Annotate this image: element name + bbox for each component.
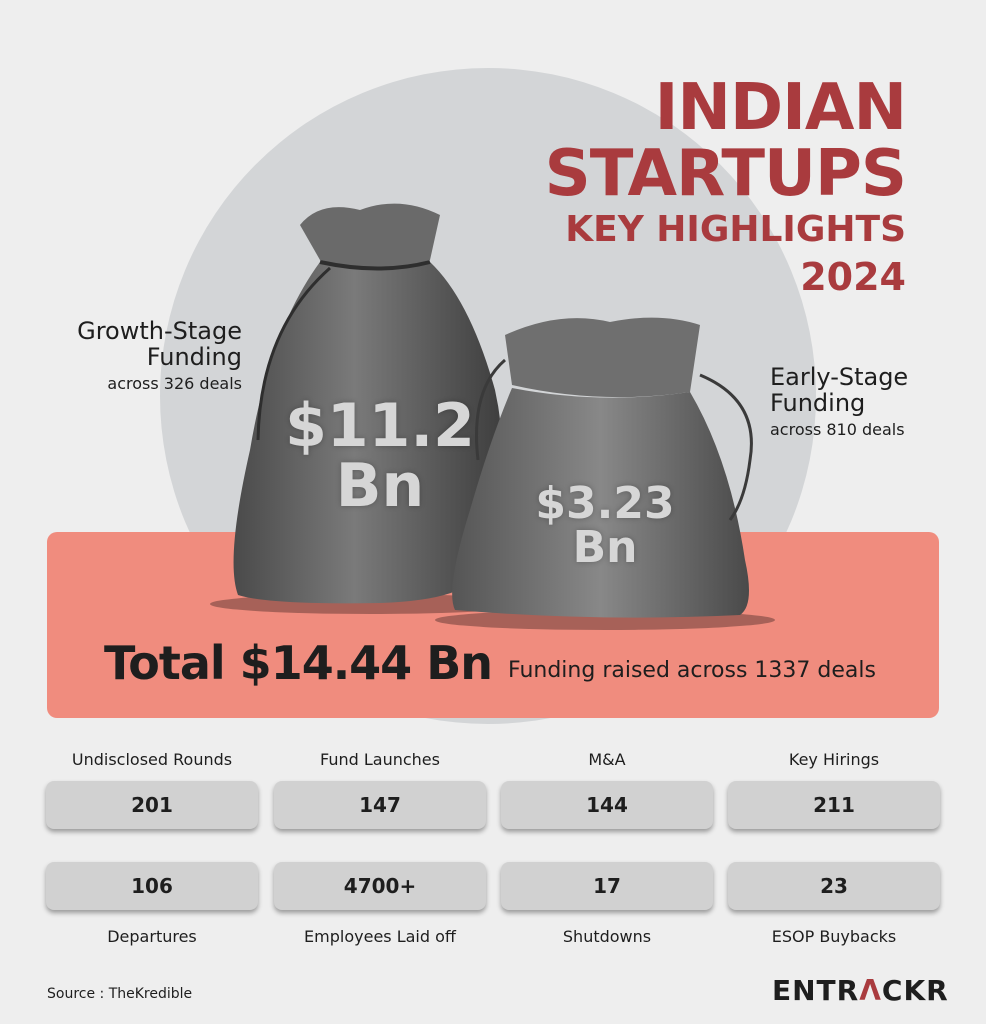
growth-stage-label: Growth-Stage Funding across 326 deals [77,318,242,392]
stat-value-employees-laid-off: 4700+ [274,862,486,910]
stat-label-fund-launches: Fund Launches [320,750,440,769]
growth-deals: across 326 deals [107,373,242,393]
early-deals: across 810 deals [770,419,905,439]
early-amount-value: $3.23 [535,478,675,529]
growth-title-1: Growth-Stage [77,317,242,345]
early-amount-unit: Bn [572,522,638,573]
stat-value-shutdowns: 17 [501,862,713,910]
total-funding: Total $14.44 Bn [104,636,493,690]
stat-label-m-and-a: M&A [588,750,626,769]
early-stage-label: Early-Stage Funding across 810 deals [770,364,908,438]
stat-value-key-hirings: 211 [728,781,940,829]
stat-value-fund-launches: 147 [274,781,486,829]
title-line-1: INDIAN [654,71,907,145]
stat-value-m-and-a: 144 [501,781,713,829]
stat-value-departures: 106 [46,862,258,910]
stat-value-undisclosed-rounds: 201 [46,781,258,829]
stat-label-shutdowns: Shutdowns [562,927,652,946]
stat-label-departures: Departures [107,927,197,946]
stat-label-key-hirings: Key Hirings [788,750,880,769]
title-line-3: KEY HIGHLIGHTS [565,209,906,250]
stat-label-employees-laid-off: Employees Laid off [304,927,456,946]
large-money-bag [233,203,503,604]
title-year: 2024 [800,255,906,299]
stat-label-esop-buybacks: ESOP Buybacks [771,927,897,946]
early-title-1: Early-Stage [770,363,909,391]
stat-value-esop-buybacks: 23 [728,862,940,910]
early-amount: $3.23 Bn [520,482,690,570]
stat-label-undisclosed-rounds: Undisclosed Rounds [71,750,233,769]
growth-amount: $11.2 Bn [280,396,480,516]
growth-amount-value: $11.2 [285,391,475,461]
logo-part-accent: Λ [859,974,882,1007]
total-funding-subtitle: Funding raised across 1337 deals [508,658,876,683]
entrackr-logo: ENTRΛCKR [772,974,949,1007]
growth-title-2: Funding [146,343,242,372]
logo-part-c: CKR [881,974,949,1007]
growth-amount-unit: Bn [335,451,425,521]
logo-part-a: ENTR [772,974,860,1007]
title-line-2: STARTUPS [544,137,907,211]
source-credit: Source : TheKredible [47,986,193,1002]
small-money-bag [452,317,753,618]
early-title-2: Funding [770,389,866,418]
